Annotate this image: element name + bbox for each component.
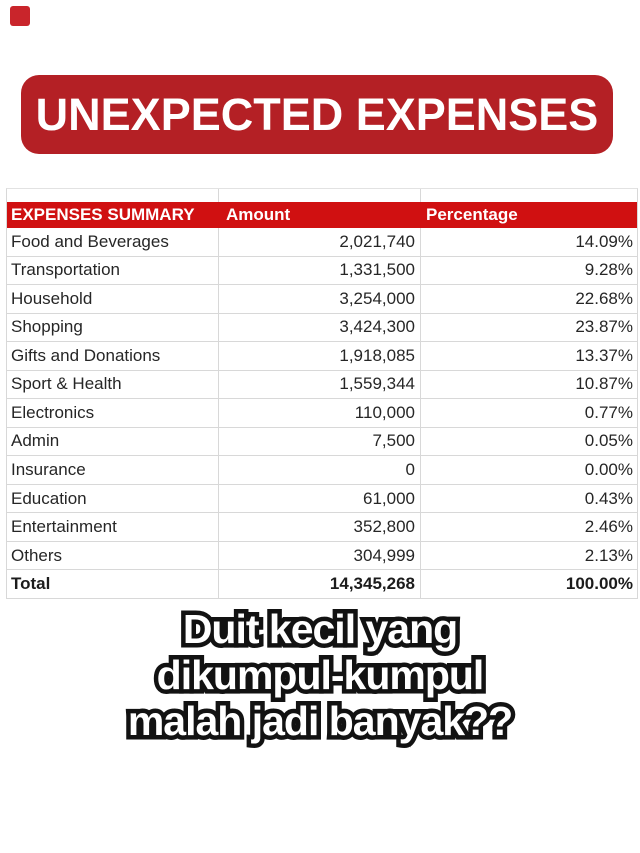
row-amount: 1,559,344 — [219, 370, 421, 399]
row-label: Shopping — [7, 313, 219, 342]
caption-line-1-fill: Duit kecil yang — [182, 606, 458, 652]
table-row: Entertainment 352,800 2.46% — [7, 513, 637, 542]
row-amount: 110,000 — [219, 399, 421, 427]
row-percentage: 10.87% — [575, 374, 633, 394]
row-label: Sport & Health — [7, 370, 219, 399]
table-row: Sport & Health 1,559,344 10.87% — [7, 370, 637, 400]
table-top-sliver — [7, 189, 637, 202]
caption-line-2: dikumpul-kumpul dikumpul-kumpul — [0, 648, 640, 703]
total-amount: 14,345,268 — [219, 570, 421, 598]
row-label: Food and Beverages — [7, 228, 219, 256]
table-header-row: EXPENSES SUMMARY Amount Percentage — [7, 202, 637, 228]
row-label: Education — [7, 484, 219, 513]
table-row: Admin 7,500 0.05% — [7, 427, 637, 457]
sliver-cell — [219, 189, 421, 202]
table-row: Education 61,000 0.43% — [7, 484, 637, 514]
total-label: Total — [7, 570, 219, 598]
caption-line-3-fill: malah jadi banyak?? — [127, 698, 513, 744]
row-label: Entertainment — [7, 513, 219, 541]
table-row: Food and Beverages 2,021,740 14.09% — [7, 228, 637, 257]
caption-line-3-outline: malah jadi banyak?? — [123, 694, 517, 749]
table-row: Transportation 1,331,500 9.28% — [7, 256, 637, 286]
table-row: Household 3,254,000 22.68% — [7, 285, 637, 314]
row-amount: 304,999 — [219, 541, 421, 570]
table-row: Shopping 3,424,300 23.87% — [7, 313, 637, 343]
row-percentage: 13.37% — [575, 345, 633, 365]
row-amount: 2,021,740 — [219, 228, 421, 256]
sliver-cell — [7, 189, 219, 202]
red-square-decor — [10, 6, 30, 26]
title-banner: UNEXPECTED EXPENSES — [21, 75, 613, 154]
row-amount: 1,331,500 — [219, 256, 421, 285]
expenses-table: EXPENSES SUMMARY Amount Percentage Food … — [6, 188, 638, 599]
table-row: Insurance 0 0.00% — [7, 456, 637, 485]
row-amount: 0 — [219, 456, 421, 484]
header-percentage: Percentage — [426, 205, 518, 224]
caption-line-2-outline: dikumpul-kumpul — [152, 648, 489, 703]
row-percentage: 9.28% — [584, 260, 633, 280]
row-label: Gifts and Donations — [7, 342, 219, 370]
row-amount: 1,918,085 — [219, 342, 421, 370]
row-amount: 3,424,300 — [219, 313, 421, 342]
row-percentage: 14.09% — [575, 231, 633, 251]
row-amount: 61,000 — [219, 484, 421, 513]
table-row: Others 304,999 2.13% — [7, 541, 637, 571]
total-percentage: 100.00% — [565, 574, 633, 594]
row-percentage: 2.13% — [584, 545, 633, 565]
row-label: Electronics — [7, 399, 219, 427]
row-label: Transportation — [7, 256, 219, 285]
row-percentage: 0.77% — [584, 402, 633, 422]
header-expenses-summary: EXPENSES SUMMARY — [11, 205, 195, 224]
caption-text: Duit kecil yang Duit kecil yang dikumpul… — [0, 602, 640, 749]
row-percentage: 0.05% — [584, 431, 633, 451]
row-percentage: 22.68% — [575, 288, 633, 308]
caption-line-1-outline: Duit kecil yang — [178, 602, 462, 657]
caption-line-2-fill: dikumpul-kumpul — [156, 652, 485, 698]
row-label: Insurance — [7, 456, 219, 484]
row-label: Household — [7, 285, 219, 313]
table-total-row: Total 14,345,268 100.00% — [7, 570, 637, 599]
row-label: Others — [7, 541, 219, 570]
row-percentage: 0.00% — [584, 460, 633, 480]
row-percentage: 23.87% — [575, 317, 633, 337]
row-label: Admin — [7, 427, 219, 456]
caption-line-3: malah jadi banyak?? malah jadi banyak?? — [0, 694, 640, 749]
caption-line-1: Duit kecil yang Duit kecil yang — [0, 602, 640, 657]
row-amount: 352,800 — [219, 513, 421, 541]
table-row: Gifts and Donations 1,918,085 13.37% — [7, 342, 637, 371]
row-amount: 7,500 — [219, 427, 421, 456]
page-title: UNEXPECTED EXPENSES — [35, 88, 599, 140]
table-body: Food and Beverages 2,021,740 14.09% Tran… — [7, 228, 637, 571]
sliver-cell — [421, 189, 637, 202]
row-amount: 3,254,000 — [219, 285, 421, 313]
row-percentage: 2.46% — [584, 517, 633, 537]
row-percentage: 0.43% — [584, 488, 633, 508]
header-amount: Amount — [226, 205, 291, 224]
table-row: Electronics 110,000 0.77% — [7, 399, 637, 428]
